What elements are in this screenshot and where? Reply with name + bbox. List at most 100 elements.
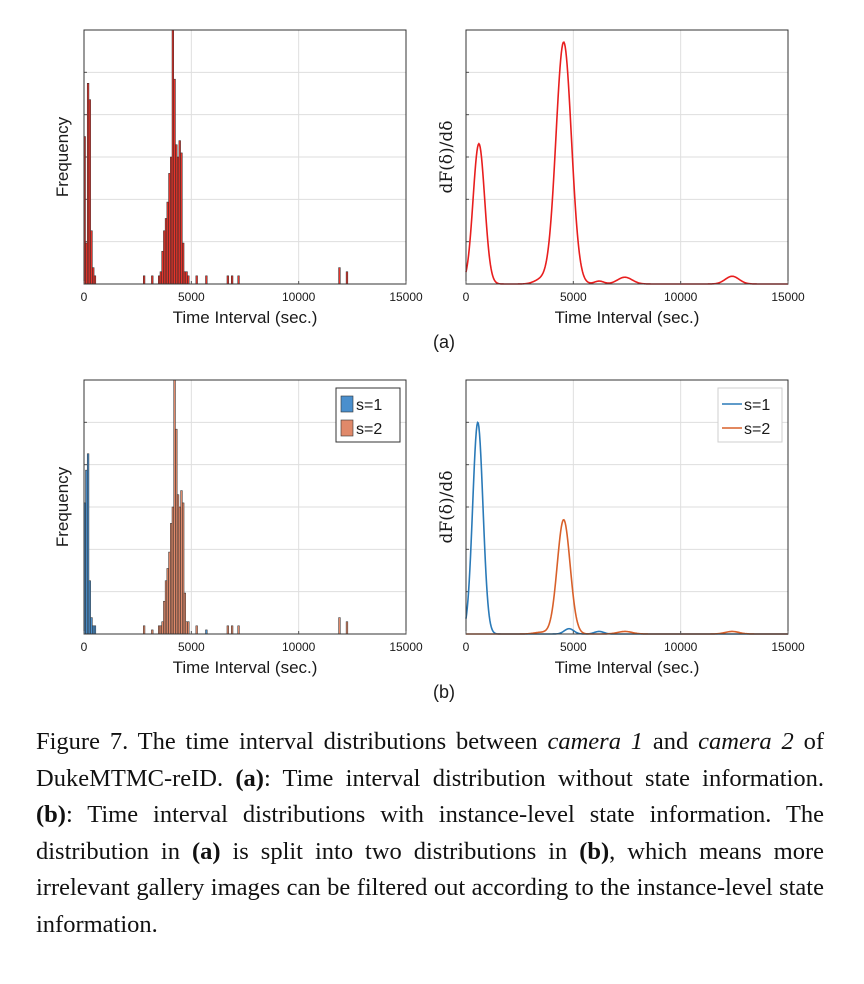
caption-ref-a-2: (a)	[191, 837, 221, 865]
legend: s=1s=2	[717, 387, 783, 443]
caption-text-6: is split into two distributions in	[220, 837, 580, 865]
x-tick-label: 15000	[771, 640, 805, 654]
bar-all	[178, 140, 181, 285]
bar-s=2	[161, 621, 164, 635]
bar-s=2	[159, 625, 162, 635]
x-axis-label: Time Interval (sec.)	[555, 658, 700, 677]
x-tick-label: 10000	[664, 640, 698, 654]
bar-all	[92, 267, 95, 285]
bar-s=2	[226, 625, 229, 635]
bar-s=2	[166, 568, 169, 635]
bar-all	[166, 201, 169, 285]
axes-box	[465, 29, 789, 285]
bar-all	[151, 275, 154, 285]
bar-s=1	[92, 625, 95, 635]
chart-a-right: 0 5000 10000 15000 Time Interval (sec.) dF(δ)…	[437, 29, 805, 327]
bar-all	[185, 271, 188, 285]
bar-s=1	[90, 617, 93, 635]
bar-all	[231, 275, 234, 285]
bar-all	[161, 250, 164, 285]
bar-all	[183, 271, 186, 285]
caption-text-1: Figure 7. The time interval distribution…	[36, 728, 548, 755]
x-tick-label: 0	[463, 640, 470, 654]
bar-s=1	[205, 629, 208, 635]
bar-all	[175, 144, 178, 285]
bar-s=2	[173, 379, 176, 635]
axes-box	[83, 379, 407, 635]
bar-s=2	[180, 490, 183, 635]
x-tick-label: 10000	[282, 640, 316, 654]
legend: s=1s=2	[335, 387, 401, 443]
legend-label-s=2: s=2	[356, 421, 382, 438]
subcaption-b: (b)	[433, 682, 455, 702]
x-axis-label: Time Interval (sec.)	[173, 658, 318, 677]
legend-label-s=2: s=2	[744, 421, 770, 438]
chart-b-right: 0 5000 10000 15000 Time Interval (sec.) dF(δ)…	[437, 379, 805, 677]
caption-ref-b: (b)	[36, 801, 66, 828]
x-axis-label: Time Interval (sec.)	[555, 308, 700, 327]
bar-s=2	[175, 428, 178, 635]
bar-all	[158, 275, 161, 285]
bar-all	[164, 218, 168, 285]
caption-text-2: and	[643, 728, 699, 755]
caption-ref-a: (a)	[235, 764, 264, 792]
x-tick-label: 0	[81, 290, 88, 304]
legend-label-s=1: s=1	[356, 397, 382, 414]
caption-text-4: : Time interval distribution without sta…	[263, 764, 824, 792]
bar-s=2	[345, 621, 349, 635]
legend-swatch-s=2	[340, 419, 354, 437]
bar-s=2	[178, 506, 181, 635]
bar-all	[90, 230, 93, 285]
bar-all	[171, 29, 174, 285]
legend-label-s=1: s=1	[744, 397, 770, 414]
bar-s=2	[158, 625, 161, 635]
bar-all	[86, 83, 90, 285]
bar-s=2	[171, 506, 174, 635]
x-tick-label: 10000	[664, 290, 698, 304]
bar-all	[159, 271, 162, 285]
axes-box	[465, 379, 789, 635]
caption-text-5: : Time interval distributions with insta…	[36, 801, 824, 865]
bar-all	[143, 275, 146, 285]
caption-text-3: of DukeMTMC-reID.	[36, 728, 825, 792]
caption-camera-1: camera 1	[547, 728, 644, 755]
bar-all	[168, 173, 171, 285]
chart-a-left: 0 5000 10000 15000 Time Interval (sec.) Frequ…	[53, 29, 423, 327]
bar-s=1	[85, 469, 88, 635]
x-tick-label: 15000	[771, 290, 805, 304]
x-tick-label: 5000	[178, 640, 205, 654]
x-tick-label: 5000	[178, 290, 205, 304]
bar-all	[180, 152, 183, 285]
caption-camera-2: camera 2	[698, 728, 794, 755]
series-line-s=1	[465, 421, 788, 635]
y-axis-label: Frequency	[53, 466, 72, 547]
caption-text-7: , which means more irrelevant gallery im…	[36, 837, 824, 938]
bar-s=2	[231, 625, 234, 635]
x-axis-label: Time Interval (sec.)	[173, 308, 318, 327]
series-line-density	[465, 41, 788, 285]
x-tick-label: 5000	[560, 290, 587, 304]
x-tick-label: 15000	[389, 290, 423, 304]
x-tick-label: 5000	[560, 640, 587, 654]
bar-all	[345, 271, 349, 285]
bar-s=2	[185, 621, 188, 635]
bar-all	[338, 267, 341, 285]
bar-all	[195, 275, 198, 285]
bar-all	[237, 275, 240, 285]
figure-canvas: 0 5000 10000 15000 Time Interval (sec.) Frequ…	[53, 29, 805, 702]
legend-swatch-s=1	[340, 395, 354, 413]
bar-s=2	[168, 551, 171, 635]
bar-all	[205, 275, 208, 285]
bar-all	[187, 275, 190, 285]
legend-box	[717, 387, 783, 443]
caption-ref-b-2: (b)	[579, 837, 610, 865]
figure-caption: Figure 7. The time interval distribution…	[36, 724, 824, 943]
y-axis-label: dF(δ)/dδ	[437, 470, 457, 543]
bar-all	[173, 78, 176, 285]
bar-s=2	[183, 592, 186, 635]
bar-s=1	[93, 625, 97, 635]
x-tick-label: 10000	[282, 290, 316, 304]
chart-b-left: 0 5000 10000 15000 Time Interval (sec.) Frequ…	[53, 379, 423, 677]
bar-s=2	[338, 617, 341, 635]
axes-box	[83, 29, 407, 285]
